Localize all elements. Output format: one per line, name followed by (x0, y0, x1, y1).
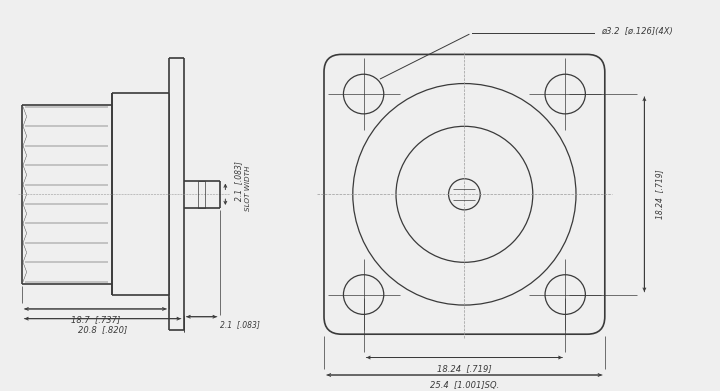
Text: SLOT WIDTH: SLOT WIDTH (245, 166, 251, 211)
Text: 18.24  [.719]: 18.24 [.719] (437, 364, 492, 373)
Text: 2.1  [.083]: 2.1 [.083] (234, 161, 243, 201)
Text: 2.1  [.083]: 2.1 [.083] (220, 320, 259, 329)
Text: 18.24  [.719]: 18.24 [.719] (655, 169, 665, 219)
Text: ø3.2  [ø.126](4X): ø3.2 [ø.126](4X) (601, 27, 673, 36)
Text: 18.7  [.737]: 18.7 [.737] (71, 315, 120, 324)
Text: 25.4  [1.001]SQ.: 25.4 [1.001]SQ. (430, 381, 499, 390)
Text: 20.8  [.820]: 20.8 [.820] (78, 325, 127, 334)
